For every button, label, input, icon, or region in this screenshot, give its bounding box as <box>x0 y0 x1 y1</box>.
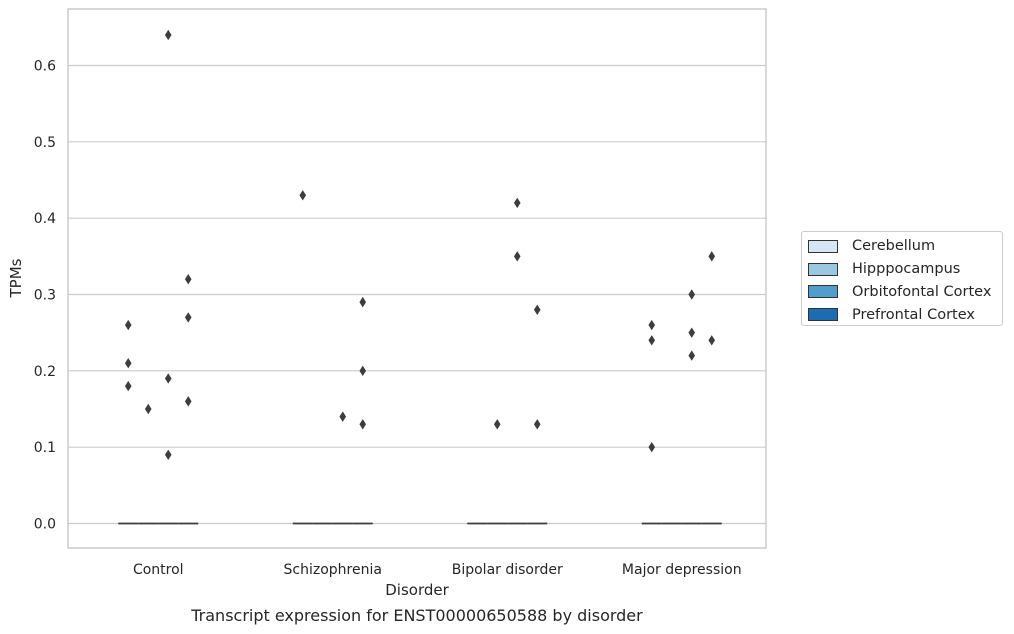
outlier-point <box>184 312 192 323</box>
legend-item-hippocampus: Hipppocampus <box>808 258 1002 281</box>
outlier-point <box>164 373 172 384</box>
outlier-point <box>184 396 192 407</box>
legend-label: Cerebellum <box>852 238 936 255</box>
outlier-point <box>164 449 172 460</box>
x-tick-label: Schizophrenia <box>284 562 382 578</box>
legend: Cerebellum Hipppocampus Orbitofontal Cor… <box>801 231 1003 326</box>
legend-item-prefrontal-cortex: Prefrontal Cortex <box>808 303 1002 326</box>
y-tick-labels: 0.0 0.1 0.2 0.3 0.4 0.5 0.6 <box>34 59 56 533</box>
legend-swatch <box>808 308 838 322</box>
x-tick-label: Bipolar disorder <box>452 562 563 578</box>
y-tick-label: 0.4 <box>34 211 56 227</box>
legend-label: Orbitofontal Cortex <box>852 283 992 300</box>
outlier-point <box>648 441 656 453</box>
y-tick-label: 0.6 <box>34 59 56 75</box>
legend-swatch <box>808 285 838 299</box>
outlier-point <box>124 319 132 331</box>
y-tick-label: 0.2 <box>34 364 56 380</box>
x-tick-label: Control <box>133 562 184 578</box>
outlier-point <box>708 251 716 262</box>
outlier-point <box>648 335 656 346</box>
outlier-point <box>533 304 541 315</box>
outlier-point <box>513 197 521 209</box>
plot-frame <box>67 8 767 549</box>
y-tick-label: 0.5 <box>34 135 56 151</box>
chart-caption: Transcript expression for ENST0000065058… <box>191 606 643 625</box>
outlier-point <box>688 289 696 300</box>
x-tick-labels: Control Schizophrenia Bipolar disorder Majo… <box>133 562 742 578</box>
legend-label: Prefrontal Cortex <box>852 306 975 323</box>
outlier-point <box>533 419 541 430</box>
outlier-point <box>648 319 656 331</box>
x-axis-label: Disorder <box>385 581 449 599</box>
outlier-point <box>124 358 132 369</box>
legend-swatch <box>808 262 838 276</box>
y-tick-label: 0.3 <box>34 288 56 304</box>
x-tick-label: Major depression <box>622 562 742 578</box>
outlier-point <box>359 365 367 377</box>
outlier-point <box>688 350 696 361</box>
outlier-point <box>339 411 347 422</box>
outlier-point <box>513 251 521 262</box>
outlier-point <box>184 274 192 285</box>
outlier-point <box>299 190 307 201</box>
legend-label: Hipppocampus <box>852 261 961 278</box>
grid-lines <box>68 64 766 525</box>
outlier-point <box>359 296 367 308</box>
legend-item-orbitofrontal-cortex: Orbitofontal Cortex <box>808 281 1002 304</box>
legend-item-cerebellum: Cerebellum <box>808 235 1002 258</box>
y-tick-label: 0.0 <box>34 517 56 533</box>
outlier-point <box>124 380 132 392</box>
y-axis-label: TPMs <box>7 258 25 298</box>
outlier-point <box>164 29 172 41</box>
outlier-point <box>359 419 367 430</box>
legend-swatch <box>808 239 838 253</box>
outlier-point <box>708 335 716 346</box>
outlier-point <box>688 327 696 338</box>
outlier-point <box>493 419 501 430</box>
outlier-point <box>144 403 152 415</box>
y-tick-label: 0.1 <box>34 440 56 456</box>
outlier-points <box>124 29 716 460</box>
